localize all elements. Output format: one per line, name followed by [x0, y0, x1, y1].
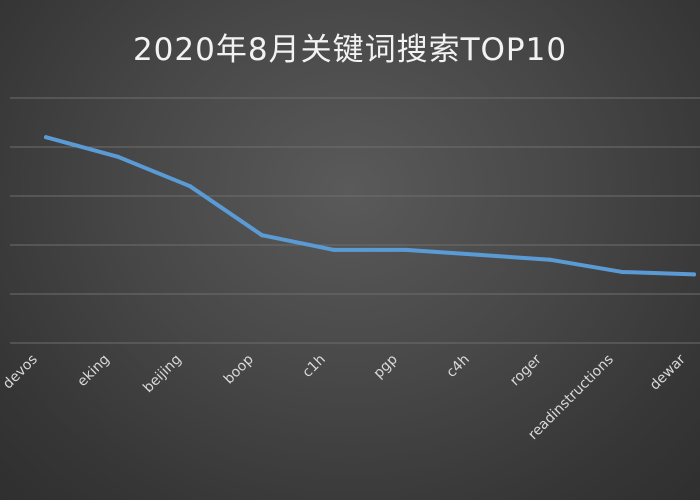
- x-tick-label: c4h: [443, 352, 472, 381]
- series-line: [44, 135, 696, 277]
- x-tick-label: eking: [74, 352, 112, 390]
- x-tick-label: c1h: [299, 352, 328, 381]
- x-tick-label: devos: [0, 352, 41, 393]
- x-tick-label: roger: [507, 351, 545, 389]
- x-tick-label: dewar: [647, 351, 689, 393]
- data-point: [44, 135, 48, 140]
- chart-title: 2020年8月关键词搜索TOP10: [132, 32, 568, 68]
- data-point: [116, 154, 120, 159]
- data-point: [188, 184, 192, 189]
- data-point: [620, 269, 624, 274]
- x-tick-label: pgp: [371, 351, 401, 381]
- data-point: [476, 252, 480, 257]
- x-tick-label: boop: [221, 351, 257, 387]
- data-point: [332, 247, 336, 252]
- data-point: [404, 247, 408, 252]
- data-point: [692, 272, 696, 277]
- x-tick-label: beijing: [140, 352, 185, 397]
- data-point: [260, 233, 264, 238]
- data-point: [548, 257, 552, 262]
